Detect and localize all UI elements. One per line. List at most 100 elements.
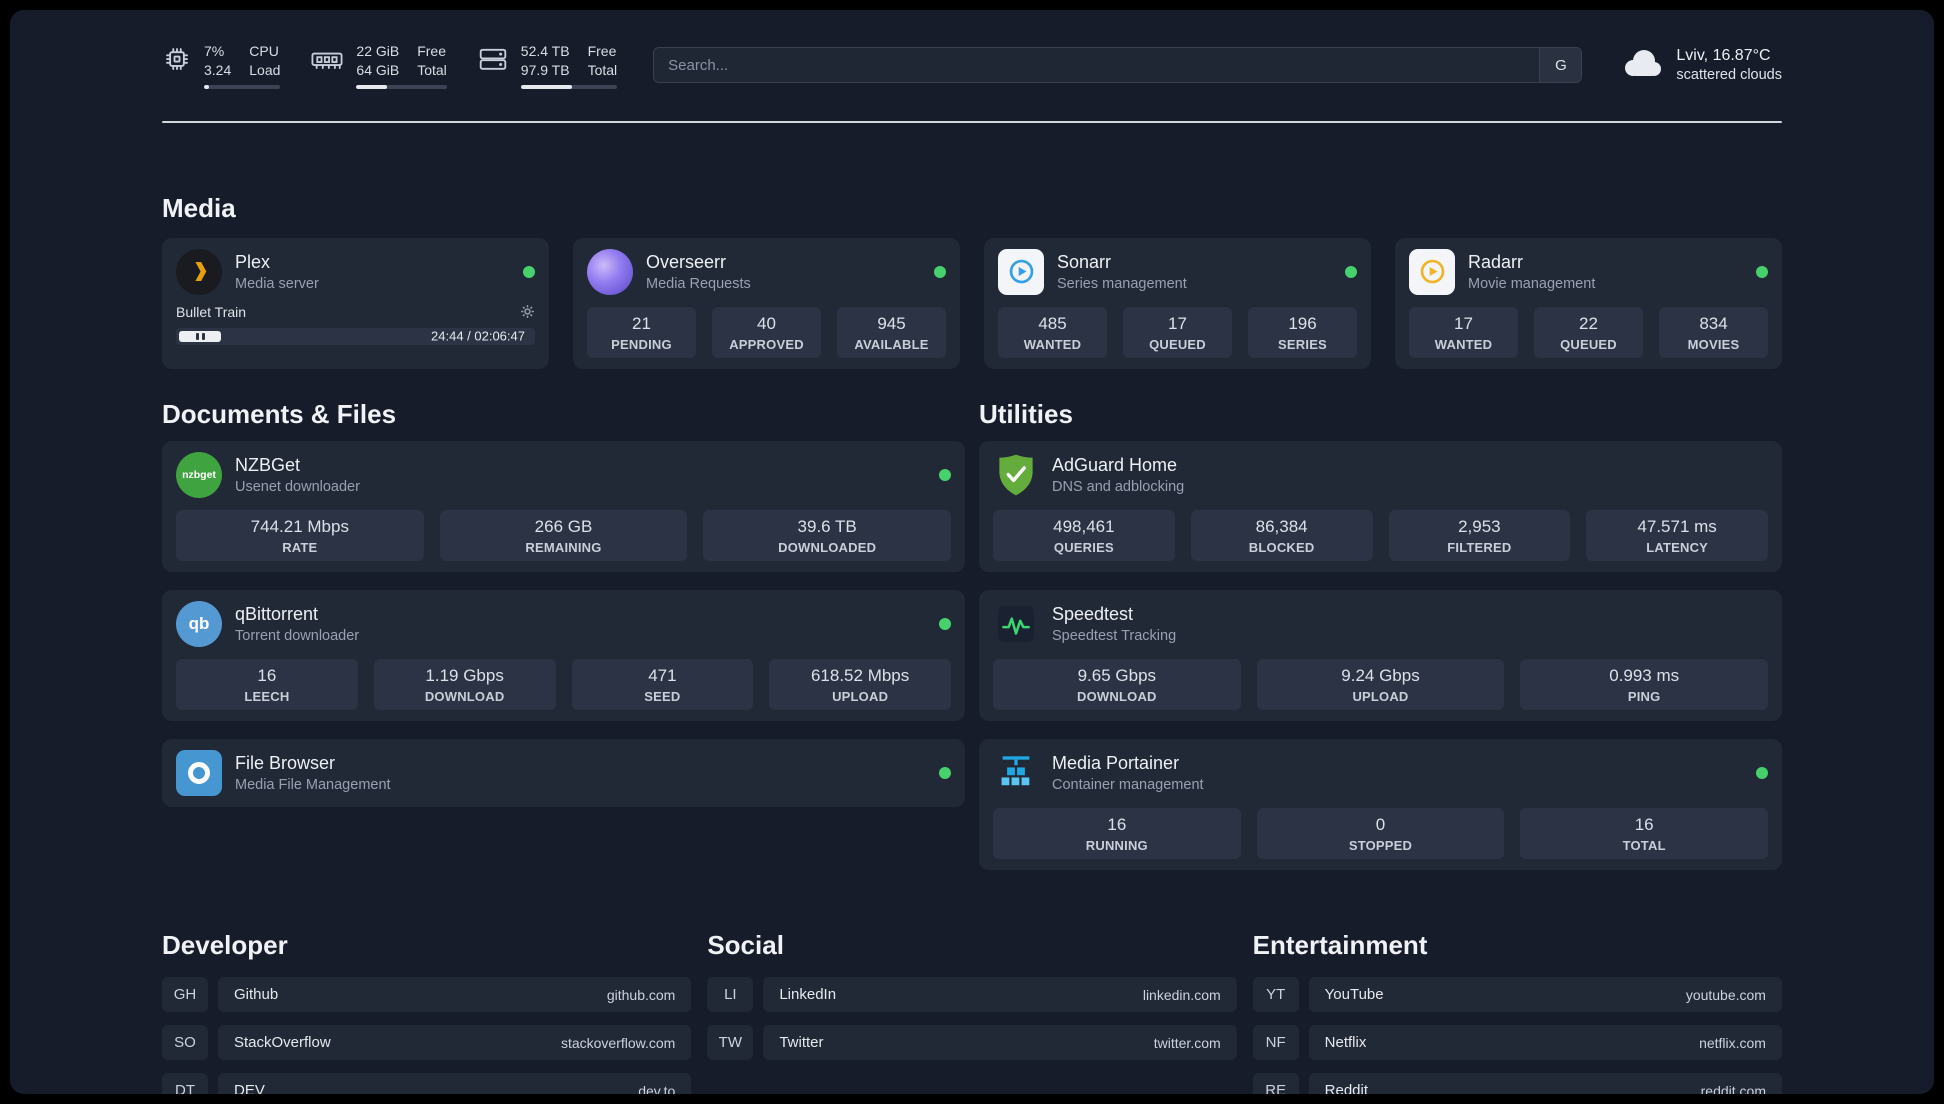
bookmark-chip[interactable]: YT <box>1252 977 1299 1013</box>
bookmark-chip[interactable]: DT <box>162 1073 208 1094</box>
stat-value: 9.65 Gbps <box>1077 666 1157 686</box>
stat-tiles: 9.65 Gbps DOWNLOAD 9.24 Gbps UPLOAD 0.99… <box>993 659 1768 711</box>
section-title-entertainment: Entertainment <box>1252 930 1428 961</box>
disk-labels: Free Total <box>588 42 618 80</box>
app-subtitle: Media server <box>235 275 319 292</box>
search-input[interactable] <box>654 48 1540 83</box>
app-title: qBittorrent <box>235 604 319 625</box>
card-header: Overseerr Media Requests <box>587 248 946 295</box>
bookmark-link[interactable]: Netflix netflix.com <box>1308 1025 1782 1061</box>
bookmark-chip[interactable]: GH <box>162 977 208 1013</box>
stat-value: 17 <box>1454 313 1473 333</box>
bookmark-link[interactable]: Github github.com <box>218 977 692 1013</box>
stat-tiles: 21 PENDING 40 APPROVED 945 AVAILABLE <box>587 306 946 358</box>
app-card-sonarr[interactable]: Sonarr Series management 485 WANTED 17 Q… <box>984 237 1371 369</box>
bookmark-row-netflix: NF Netflix netflix.com <box>1252 1025 1782 1061</box>
app-title: Media Portainer <box>1052 753 1180 774</box>
stat-label: QUERIES <box>1053 540 1114 556</box>
media-grid: Plex Media server Bullet Train <box>162 237 1782 369</box>
disk-progress-fill <box>520 84 572 89</box>
stat-value: 21 <box>632 313 651 333</box>
stat-tile: 498,461 QUERIES <box>993 510 1175 562</box>
stat-label: DOWNLOAD <box>424 689 505 705</box>
bookmark-link[interactable]: DEV dev.to <box>218 1073 692 1094</box>
card-titles: NZBGet Usenet downloader <box>235 455 360 495</box>
stat-label: QUEUED <box>1149 336 1206 352</box>
cpu-progress-track <box>204 84 281 89</box>
bookmark-chip[interactable]: SO <box>162 1025 208 1061</box>
utilities-card-stack: AdGuard Home DNS and adblocking 498,461 … <box>979 441 1782 871</box>
stat-value: 618.52 Mbps <box>810 666 910 686</box>
search-engine-button[interactable]: G <box>1539 48 1582 83</box>
stat-tiles: 16 LEECH 1.19 Gbps DOWNLOAD 471 SEED <box>176 659 951 711</box>
weather-text: Lviv, 16.87°C scattered clouds <box>1676 45 1782 86</box>
stat-label: WANTED <box>1434 336 1493 352</box>
ram-columns: 22 GiB 64 GiB Free Total <box>356 42 446 80</box>
app-subtitle: DNS and adblocking <box>1052 479 1185 496</box>
app-card-qbittorrent[interactable]: qb qBittorrent Torrent downloader 16 LEE… <box>162 590 965 722</box>
stat-tile: 196 SERIES <box>1248 306 1357 358</box>
bookmark-chip[interactable]: TW <box>707 1025 754 1061</box>
bookmark-columns: Developer GH Github github.com SO StackO… <box>162 930 1782 1094</box>
cpu-widget: 7% 3.24 CPU Load <box>162 42 281 89</box>
app-subtitle: Movie management <box>1468 275 1596 292</box>
app-card-radarr[interactable]: Radarr Movie management 17 WANTED 22 QUE… <box>1395 237 1782 369</box>
card-header: qb qBittorrent Torrent downloader <box>176 601 951 648</box>
stat-label: REMAINING <box>525 540 602 556</box>
app-card-adguard[interactable]: AdGuard Home DNS and adblocking 498,461 … <box>979 441 1782 573</box>
cloud-icon <box>1618 47 1664 84</box>
bookmark-row-twitter: TW Twitter twitter.com <box>707 1025 1237 1061</box>
card-titles: File Browser Media File Management <box>235 753 391 793</box>
stat-tile: 22 QUEUED <box>1534 306 1643 358</box>
gear-icon[interactable] <box>520 304 535 319</box>
app-card-speedtest[interactable]: Speedtest Speedtest Tracking 9.65 Gbps D… <box>979 590 1782 722</box>
disk-icon <box>477 44 509 79</box>
ram-labels: Free Total <box>417 42 447 80</box>
stat-tile: 834 MOVIES <box>1659 306 1768 358</box>
stat-value: 744.21 Mbps <box>250 517 349 537</box>
stat-tiles: 17 WANTED 22 QUEUED 834 MOVIES <box>1409 306 1768 358</box>
cpu-label: CPU <box>249 43 279 59</box>
bookmark-link[interactable]: LinkedIn linkedin.com <box>763 977 1237 1013</box>
filebrowser-ring <box>188 762 210 785</box>
bookmark-link[interactable]: Reddit reddit.com <box>1308 1073 1782 1094</box>
status-dot <box>1756 265 1768 278</box>
app-card-overseerr[interactable]: Overseerr Media Requests 21 PENDING 40 A… <box>573 237 960 369</box>
search-bar: G <box>653 47 1583 84</box>
player-progress-bar[interactable]: 24:44 / 02:06:47 <box>176 327 535 345</box>
app-title: Overseerr <box>646 251 727 272</box>
plex-icon <box>176 248 222 295</box>
sonarr-icon <box>998 248 1044 295</box>
stat-tile: 471 SEED <box>571 659 754 711</box>
app-title: Radarr <box>1468 251 1524 272</box>
stat-label: LATENCY <box>1646 540 1709 556</box>
stat-tile: 9.65 Gbps DOWNLOAD <box>993 659 1241 711</box>
bookmark-chip[interactable]: NF <box>1252 1025 1299 1061</box>
ram-icon <box>310 44 344 79</box>
pause-button[interactable] <box>179 330 221 342</box>
stat-value: 1.19 Gbps <box>425 666 504 686</box>
stat-label: SERIES <box>1278 336 1327 352</box>
stat-value: 16 <box>1107 815 1127 835</box>
app-card-nzbget[interactable]: nzbget NZBGet Usenet downloader 744.21 M… <box>162 441 965 573</box>
status-dot <box>939 469 951 482</box>
player-header: Bullet Train <box>176 304 535 320</box>
stat-label: MOVIES <box>1687 336 1740 352</box>
bookmark-link[interactable]: StackOverflow stackoverflow.com <box>218 1025 692 1061</box>
bookmark-link[interactable]: Twitter twitter.com <box>763 1025 1237 1061</box>
stat-label: STOPPED <box>1348 838 1413 854</box>
status-dot <box>939 767 951 780</box>
card-header: Media Portainer Container management <box>993 750 1768 796</box>
stat-label: SEED <box>644 689 681 705</box>
stat-label: APPROVED <box>729 336 804 352</box>
stat-tile: 744.21 Mbps RATE <box>176 510 424 562</box>
bookmark-link[interactable]: YouTube youtube.com <box>1308 977 1782 1013</box>
app-card-plex[interactable]: Plex Media server Bullet Train <box>162 237 549 369</box>
status-dot <box>939 618 951 631</box>
bookmark-chip[interactable]: RE <box>1252 1073 1299 1094</box>
app-card-portainer[interactable]: Media Portainer Container management 16 … <box>979 739 1782 871</box>
bookmark-chip[interactable]: LI <box>707 977 754 1013</box>
app-card-filebrowser[interactable]: File Browser Media File Management <box>162 739 965 808</box>
bookmark-row-youtube: YT YouTube youtube.com <box>1252 977 1782 1013</box>
stat-label: FILTERED <box>1447 540 1512 556</box>
